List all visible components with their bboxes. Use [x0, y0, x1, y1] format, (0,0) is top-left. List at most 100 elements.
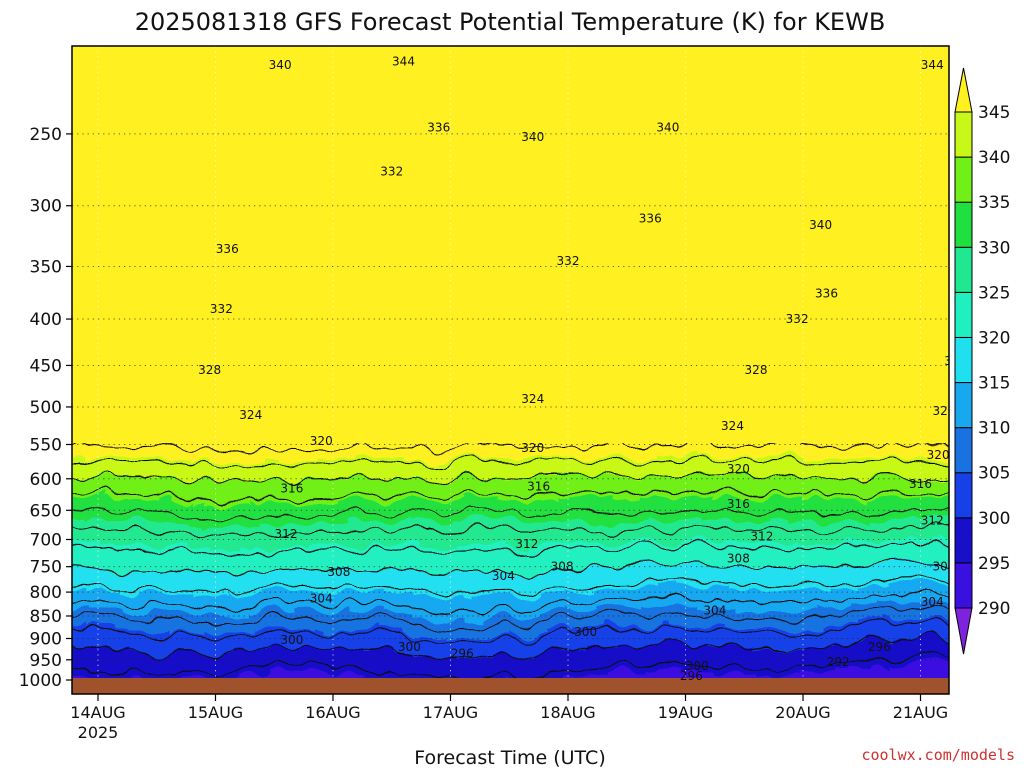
- svg-text:340: 340: [656, 121, 679, 135]
- isentrope-contours: [72, 442, 949, 694]
- svg-text:324: 324: [721, 419, 744, 433]
- x-tick-label: 16AUG: [305, 703, 360, 722]
- svg-text:332: 332: [210, 302, 233, 316]
- svg-text:324: 324: [521, 392, 544, 406]
- colorbar-swatch: [954, 111, 973, 158]
- contour-label: 292: [827, 655, 850, 669]
- colorbar-min-arrow: [954, 607, 973, 655]
- contour-label: 320: [310, 434, 333, 448]
- x-tick-label: 20AUG: [775, 703, 830, 722]
- svg-text:328: 328: [944, 354, 967, 368]
- contour-label: 296: [680, 669, 703, 683]
- contour-label: 336: [815, 287, 838, 301]
- svg-text:340: 340: [269, 58, 292, 72]
- svg-text:324: 324: [239, 408, 262, 422]
- svg-text:296: 296: [868, 640, 891, 654]
- contour-label: 344: [392, 54, 415, 68]
- colorbar-label: 325: [978, 283, 1010, 303]
- colorbar-swatch: [954, 201, 973, 248]
- colorbar-swatch: [954, 336, 973, 384]
- colorbar-label: 300: [978, 509, 1010, 529]
- colorbar-swatch: [954, 472, 973, 519]
- contour-label: 328: [198, 363, 221, 377]
- y-tick-label: 750: [30, 558, 62, 578]
- svg-text:324: 324: [933, 404, 956, 418]
- y-tick-label: 350: [30, 257, 62, 277]
- colorbar-label: 315: [978, 374, 1010, 394]
- colorbar-label: 305: [978, 464, 1010, 484]
- contour-label: 300: [686, 659, 709, 673]
- contour-label: 328: [944, 354, 967, 368]
- y-tick-label: 700: [30, 530, 62, 550]
- svg-text:344: 344: [392, 54, 415, 68]
- svg-text:304: 304: [492, 569, 515, 583]
- svg-text:296: 296: [680, 669, 703, 683]
- svg-text:336: 336: [427, 121, 450, 135]
- contour-label: 312: [921, 513, 944, 527]
- credit-text: coolwx.com/models: [861, 746, 1015, 764]
- svg-text:316: 316: [909, 477, 932, 491]
- svg-text:312: 312: [921, 513, 944, 527]
- y-tick-label: 400: [30, 310, 62, 330]
- svg-text:344: 344: [921, 58, 944, 72]
- contour-label: 324: [933, 404, 956, 418]
- svg-text:320: 320: [727, 462, 750, 476]
- contour-label: 320: [927, 448, 950, 462]
- contour-label: 340: [809, 218, 832, 232]
- svg-text:340: 340: [521, 130, 544, 144]
- y-tick-label: 550: [30, 435, 62, 455]
- x-tick-label: 18AUG: [540, 703, 595, 722]
- svg-text:308: 308: [727, 552, 750, 566]
- colorbar-swatch: [954, 427, 973, 474]
- colorbar-label: 295: [978, 554, 1010, 574]
- svg-text:332: 332: [380, 164, 403, 178]
- svg-text:308: 308: [933, 560, 956, 574]
- contour-label: 324: [721, 419, 744, 433]
- svg-text:320: 320: [927, 448, 950, 462]
- colorbar-swatch: [954, 517, 973, 564]
- svg-text:300: 300: [686, 659, 709, 673]
- colorbar-label: 335: [978, 193, 1010, 213]
- contour-label: 296: [451, 647, 474, 661]
- contour-label: 308: [933, 560, 956, 574]
- svg-text:316: 316: [727, 497, 750, 511]
- colorbar-swatch: [954, 246, 973, 293]
- svg-text:336: 336: [639, 212, 662, 226]
- contour-label: 340: [521, 130, 544, 144]
- contour-label: 324: [239, 408, 262, 422]
- svg-text:328: 328: [198, 363, 221, 377]
- svg-text:320: 320: [521, 441, 544, 455]
- contour-label: 340: [656, 121, 679, 135]
- svg-text:332: 332: [557, 254, 580, 268]
- svg-text:304: 304: [310, 591, 333, 605]
- svg-text:304: 304: [921, 595, 944, 609]
- svg-text:308: 308: [327, 565, 350, 579]
- svg-text:312: 312: [515, 537, 538, 551]
- y-tick-label: 600: [30, 470, 62, 490]
- y-tick-label: 450: [30, 356, 62, 376]
- y-tick-label: 1000: [19, 671, 62, 691]
- svg-text:316: 316: [280, 481, 303, 495]
- contour-label: 312: [275, 527, 298, 541]
- contour-label: 304: [703, 603, 726, 617]
- svg-text:304: 304: [703, 603, 726, 617]
- colorbar-swatch: [954, 156, 973, 203]
- svg-text:308: 308: [551, 560, 574, 574]
- svg-text:300: 300: [574, 625, 597, 639]
- contour-label: 332: [786, 312, 809, 326]
- svg-text:312: 312: [750, 530, 773, 544]
- contour-label: 344: [921, 58, 944, 72]
- contour-label: 308: [327, 565, 350, 579]
- contour-label: 316: [727, 497, 750, 511]
- x-axis-year: 2025: [78, 723, 119, 742]
- contour-label: 304: [492, 569, 515, 583]
- svg-text:316: 316: [527, 480, 550, 494]
- plot-frame: [71, 45, 950, 695]
- contour-label: 316: [527, 480, 550, 494]
- svg-text:320: 320: [310, 434, 333, 448]
- colorbar-label: 290: [978, 599, 1010, 619]
- x-axis-label: Forecast Time (UTC): [414, 747, 605, 768]
- colorbar-label: 320: [978, 328, 1010, 348]
- y-tick-label: 800: [30, 583, 62, 603]
